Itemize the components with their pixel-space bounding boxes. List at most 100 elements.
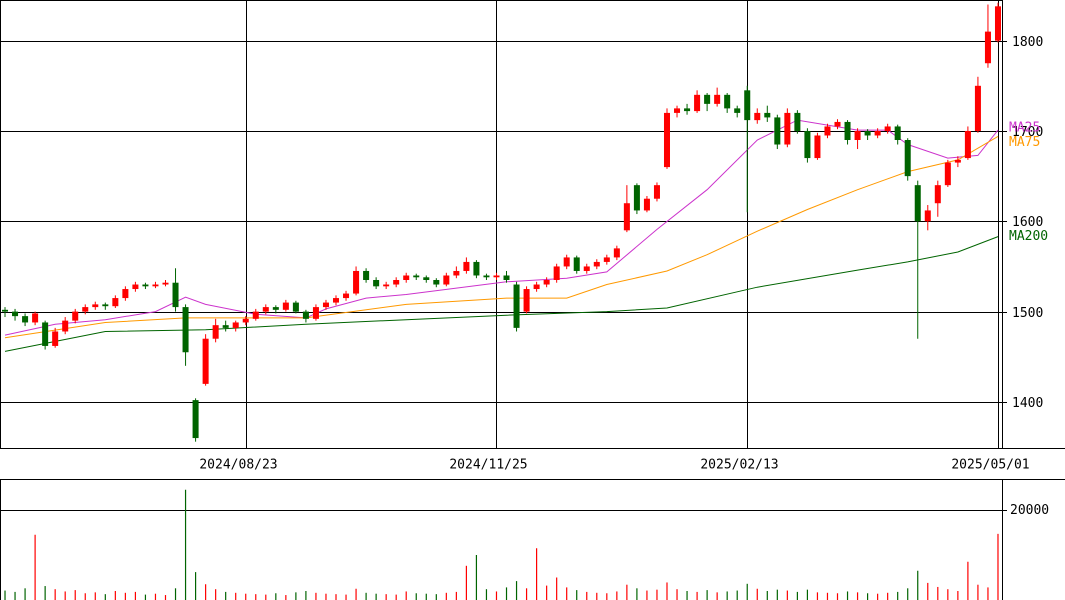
candle-body — [473, 261, 480, 276]
candle-body — [603, 257, 610, 262]
candle-body — [593, 261, 600, 267]
candle-body — [443, 275, 450, 285]
candle-body — [132, 284, 139, 290]
candle-body — [824, 126, 831, 136]
candle-body — [12, 311, 19, 317]
candle-body — [222, 325, 229, 328]
candle-body — [102, 304, 109, 307]
legend-label: MA200 — [1009, 229, 1048, 244]
candle-body — [172, 282, 179, 308]
candle-body — [714, 94, 721, 104]
candle-body — [32, 313, 39, 323]
candle-body — [433, 280, 440, 285]
candle-body — [262, 307, 269, 312]
candle-body — [292, 302, 299, 312]
candle-body — [232, 322, 239, 328]
candle-body — [62, 320, 69, 332]
candle-body — [252, 311, 259, 319]
candle-body — [934, 185, 941, 204]
legend-label: MA75 — [1009, 135, 1040, 150]
candle-body — [794, 112, 801, 131]
candle-body — [82, 307, 89, 312]
x-tick-label: 2024/11/25 — [449, 458, 527, 473]
candle-body — [754, 112, 761, 121]
y-tick-label: 20000 — [1010, 503, 1049, 518]
candle-body — [302, 311, 309, 319]
candle-body — [623, 203, 630, 231]
candle-body — [513, 284, 520, 328]
legend-label: MA25 — [1009, 121, 1040, 136]
candle-body — [924, 210, 931, 222]
candle-body — [543, 280, 550, 285]
candle-body — [2, 309, 9, 312]
candle-body — [814, 135, 821, 159]
moving-average-line — [4, 236, 999, 352]
candle-body — [784, 112, 791, 145]
candle-body — [52, 331, 59, 346]
candle-body — [774, 117, 781, 145]
x-tick-label: 2025/02/13 — [700, 458, 778, 473]
candle-body — [182, 307, 189, 353]
candle-body — [704, 94, 711, 104]
candle-body — [343, 293, 350, 299]
candle-body — [613, 248, 620, 258]
candle-body — [453, 270, 460, 276]
candle-body — [834, 121, 841, 127]
candle-body — [403, 275, 410, 280]
candle-body — [202, 338, 209, 384]
candle-body — [563, 257, 570, 267]
candle-body — [653, 185, 660, 199]
candle-body — [944, 162, 951, 186]
candle-body — [804, 130, 811, 159]
candle-body — [242, 318, 249, 323]
candle-body — [533, 284, 540, 290]
candle-body — [904, 140, 911, 177]
y-tick-label: 1800 — [1012, 35, 1043, 50]
candle-body — [884, 126, 891, 131]
candle-body — [72, 311, 79, 321]
candle-body — [503, 275, 510, 280]
candle-body — [42, 322, 49, 346]
candle-body — [373, 280, 380, 287]
candle-body — [864, 130, 871, 136]
candle-body — [764, 112, 771, 118]
y-tick-label: 1700 — [1012, 125, 1043, 140]
candle-body — [874, 130, 881, 136]
candle-body — [112, 298, 119, 307]
candle-body — [393, 280, 400, 285]
candle-body — [353, 270, 360, 294]
candle-body — [363, 270, 370, 280]
candle-body — [553, 266, 560, 280]
candle-body — [493, 275, 500, 278]
candle-body — [332, 298, 340, 303]
candle-body — [964, 130, 971, 159]
candle-body — [894, 126, 901, 140]
candle-body — [914, 185, 921, 222]
candle-body — [22, 316, 29, 323]
candle-body — [724, 94, 731, 109]
candle-body — [844, 121, 851, 140]
candle-body — [694, 94, 701, 112]
candle-body — [483, 275, 490, 278]
x-tick-label: 2025/05/01 — [951, 458, 1029, 473]
candle-body — [92, 304, 99, 308]
candle-body — [573, 257, 580, 271]
candle-body — [854, 130, 861, 140]
candle-body — [142, 284, 149, 287]
candle-body — [684, 108, 691, 112]
candle-body — [423, 277, 430, 280]
candle-body — [523, 289, 530, 312]
y-tick-label: 1400 — [1012, 396, 1043, 411]
candle-body — [643, 198, 650, 211]
candle-body — [954, 159, 961, 163]
candle-body — [192, 400, 199, 439]
candle-body — [734, 108, 741, 113]
candle-body — [974, 85, 981, 131]
candle-body — [413, 275, 420, 278]
candle-body — [744, 90, 751, 121]
candle-body — [984, 31, 991, 64]
candle-body — [272, 307, 279, 310]
candle-body — [994, 6, 1001, 41]
candle-body — [322, 302, 329, 308]
